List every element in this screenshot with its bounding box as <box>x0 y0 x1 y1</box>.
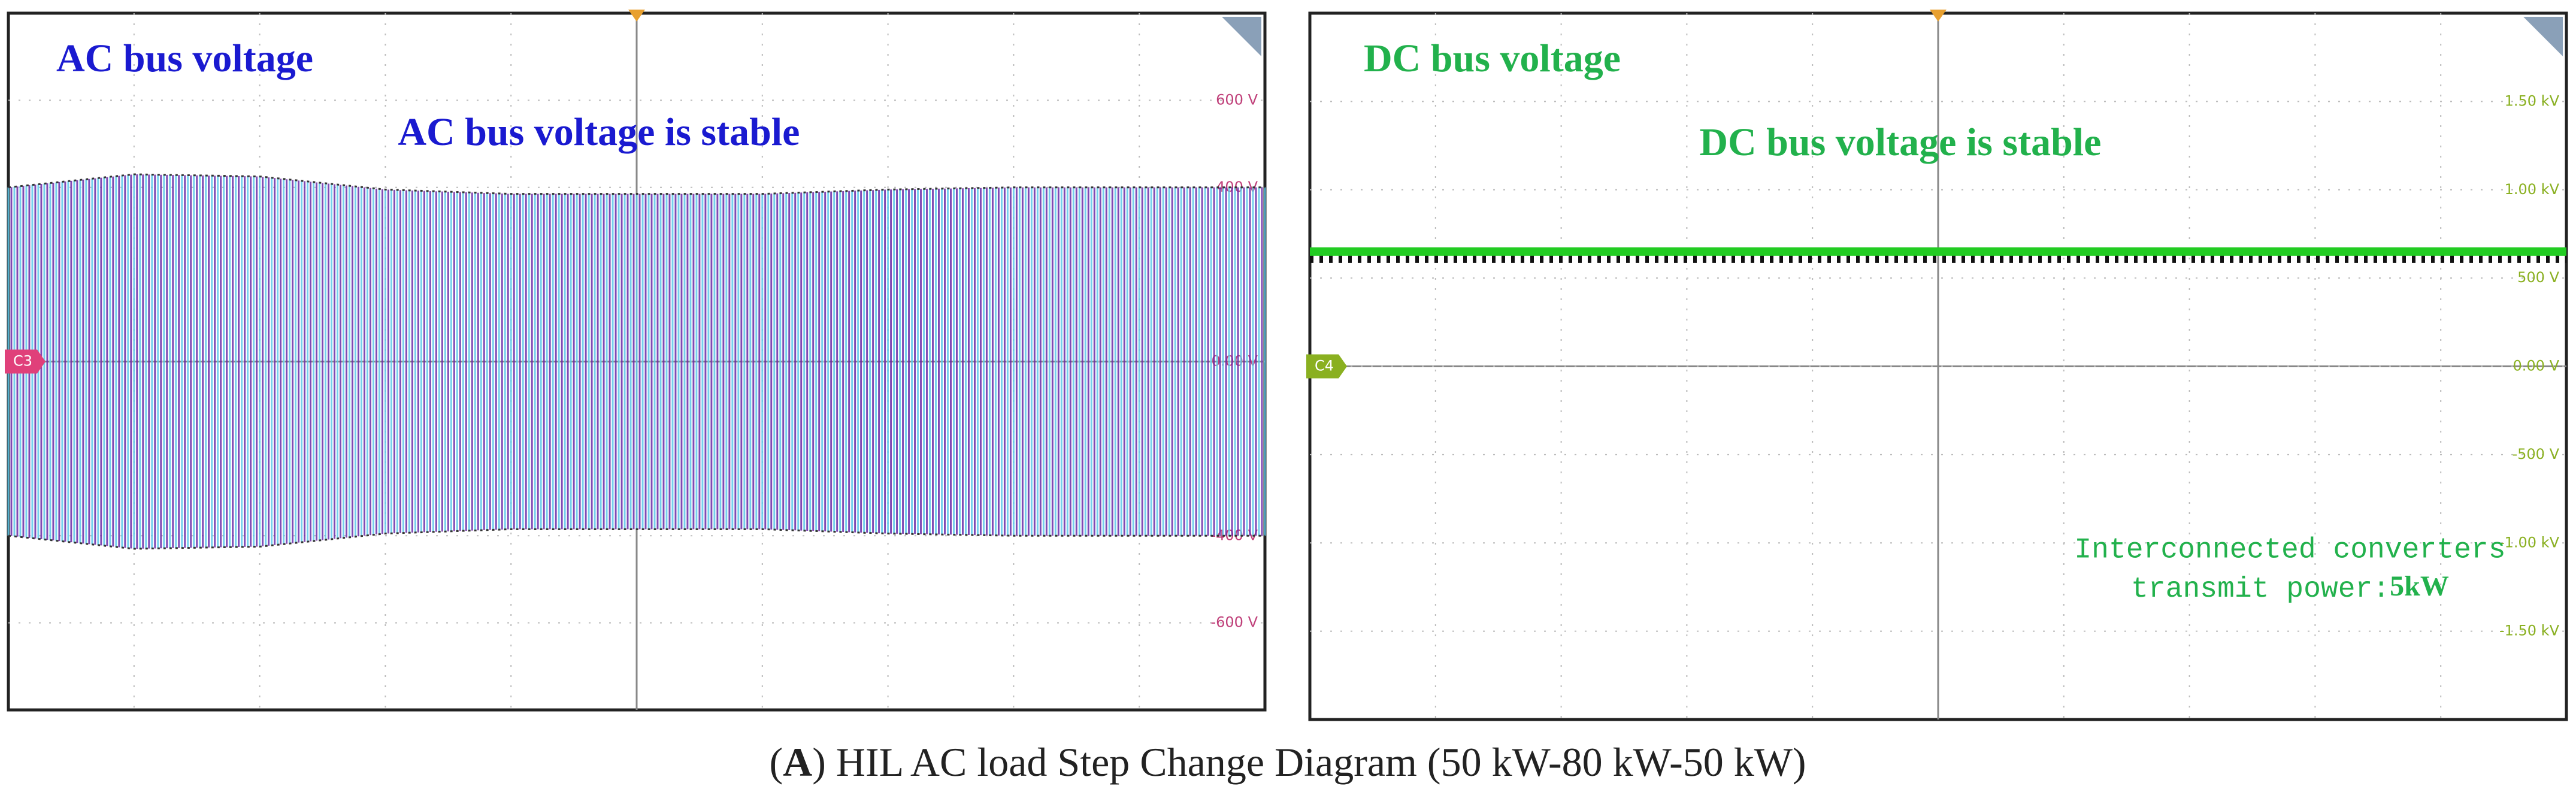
y-tick-label: 600 V <box>1216 91 1258 108</box>
y-tick-label: 500 V <box>2517 269 2559 286</box>
note-value: 5kW <box>2390 570 2449 602</box>
trigger-marker <box>628 10 645 22</box>
trigger-marker <box>1930 10 1947 22</box>
caption-letter: A <box>783 739 812 785</box>
caption-open: ( <box>769 739 783 785</box>
channel-label: C4 <box>1315 358 1334 374</box>
y-tick-label: -1.00 kV <box>2499 534 2560 551</box>
corner-icon <box>2523 17 2563 56</box>
caption-text: ) HIL AC load Step Change Diagram (50 kW… <box>812 739 1806 785</box>
y-tick-label: 1.00 kV <box>2505 181 2560 198</box>
y-tick-label: -1.50 kV <box>2499 622 2560 639</box>
channel-marker <box>1306 354 1347 379</box>
panel-title: AC bus voltage <box>56 37 313 80</box>
annotation: AC bus voltage is stable <box>398 110 800 154</box>
note-line: Interconnected converters <box>2074 534 2505 567</box>
upper-envelope <box>8 173 1265 195</box>
channel-marker <box>5 349 46 374</box>
note-text: transmit power: <box>2131 573 2390 606</box>
caption: (A) HIL AC load Step Change Diagram (50 … <box>769 739 1806 785</box>
annotation: DC bus voltage is stable <box>1699 120 2101 164</box>
y-tick-label: 0.00 V <box>2513 358 2560 374</box>
waveform-fill <box>7 174 1266 549</box>
note-line: transmit power:5kW <box>2131 570 2449 606</box>
y-tick-label: -600 V <box>1210 614 1258 631</box>
panel-title: DC bus voltage <box>1364 37 1621 80</box>
y-tick-label: -500 V <box>2512 446 2559 462</box>
channel-label: C3 <box>13 353 32 370</box>
y-tick-label: 1.50 kV <box>2505 92 2560 109</box>
corner-icon <box>1222 17 1261 56</box>
lower-envelope <box>8 528 1265 550</box>
